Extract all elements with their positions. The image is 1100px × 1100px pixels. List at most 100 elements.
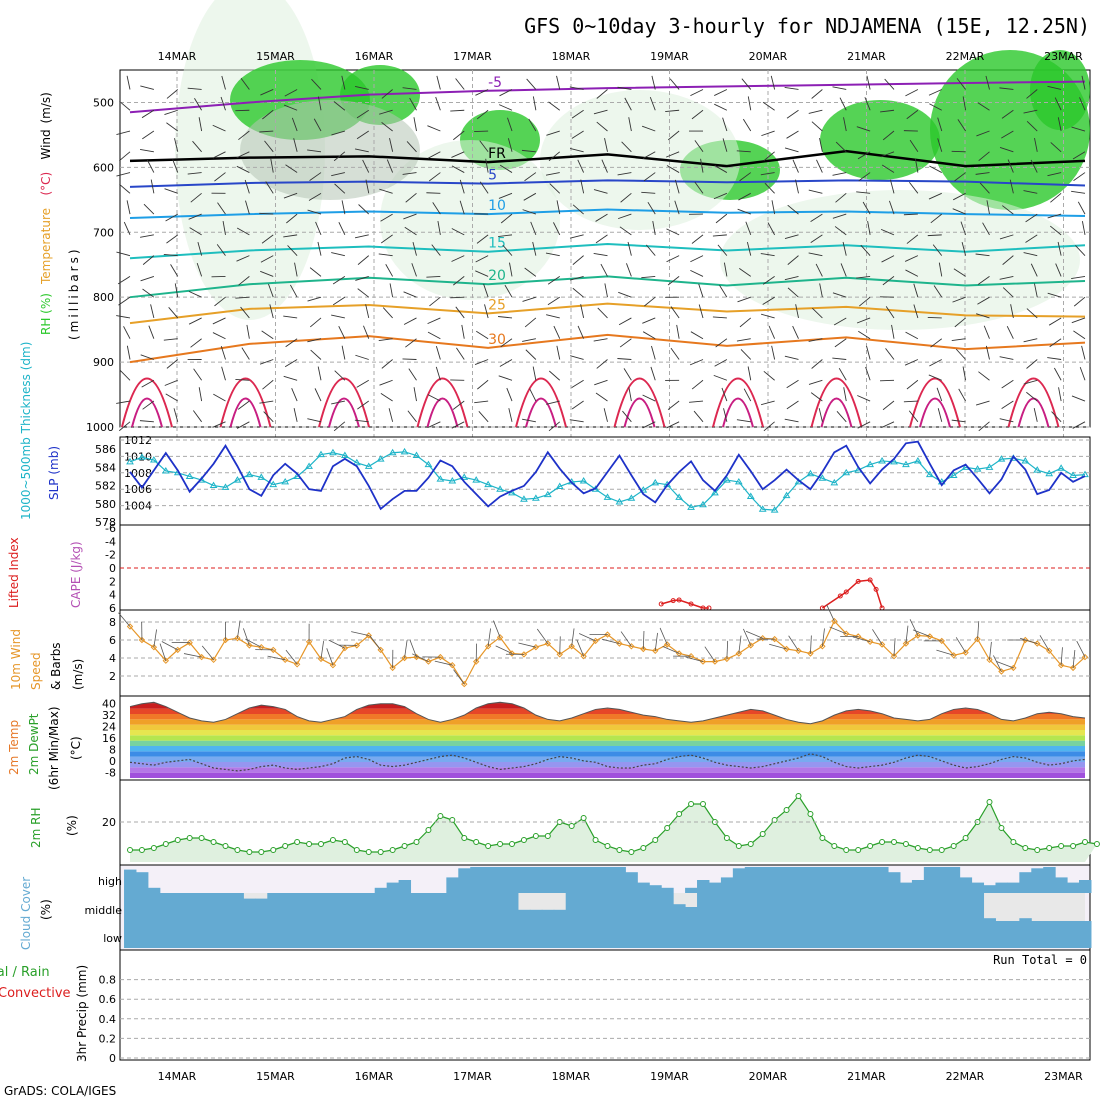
wind-barb [487,628,491,647]
wind-barb [165,393,178,402]
cloud-bar [911,893,925,921]
li-tick: -4 [105,535,116,548]
wind-barb [285,164,298,173]
x-tick-bottom: 16MAR [355,1070,394,1083]
rh-point [473,839,480,845]
wind-barb [260,270,274,277]
wind-barb [331,252,345,257]
wind-barb [666,228,680,236]
cloud-bar [744,893,758,921]
wind-barb [763,151,775,162]
isotherm-15 [129,242,1086,260]
wind-barb [141,109,155,119]
wind-barb [435,366,441,381]
rh-point [413,839,420,845]
wind-barb [839,97,847,111]
wind-point [938,637,945,645]
slp-line [129,440,1086,511]
cloud-bar [565,867,579,893]
wind-barb [123,326,131,339]
cloud-bar [195,893,209,921]
rh-point [592,837,599,843]
temp-tick: 24 [102,721,116,734]
wind-tick: 8 [109,616,116,629]
wind-barb [532,241,537,256]
wind-barb [722,138,728,152]
rh-point [998,825,1005,831]
wind-barb [451,228,465,236]
wind-barb [1054,97,1062,111]
cloud-bar [685,921,698,948]
wind-barb [500,338,513,348]
wind-barb [126,75,131,90]
isotherm-FR [129,149,1086,168]
cloud-bar [840,921,853,948]
cloud-bar [458,868,471,893]
wind-barb [856,126,871,132]
wind-barb [736,338,751,342]
wind-barb [999,147,1014,153]
wind-barb [880,151,895,158]
cloud-level-label: middle [84,904,122,917]
rh-point [747,841,754,847]
cloud-bar [1067,882,1080,893]
cloud-bar [207,921,221,948]
cloud-bar [291,921,304,948]
wind-barb [245,638,262,648]
wind-barb [975,400,990,406]
wind-barb [427,394,441,402]
wind-barb [723,262,728,277]
wind-barb [284,89,298,97]
wind-barb [698,283,704,298]
wind-point [640,645,647,653]
isotherm-label: -5 [488,75,502,91]
cloud-bar [613,867,626,893]
wind-barb [578,633,596,642]
li-point [688,601,694,607]
wind-point [126,623,134,630]
rh-point [891,839,897,845]
rh-point [855,847,862,853]
wind-barb [622,410,632,423]
wind-point [317,655,325,663]
wind-barb [666,255,680,263]
cloud-bar [219,893,232,921]
cloud-bar [601,893,614,921]
wind-barb [832,292,847,298]
wind-barb [787,255,799,265]
wind-barb [333,101,346,111]
cloud-bar [565,893,579,921]
wind-barb [426,275,441,278]
cloud-bar [780,893,794,921]
wind-barb [858,330,871,340]
wind-barb [786,400,799,410]
wind-barb [715,338,728,348]
cloud-bar [362,921,376,948]
rh-point [1034,847,1041,853]
wind-barb [413,117,417,132]
wind-barb [676,324,680,339]
wind-barb [479,140,489,153]
wind-barb [476,109,489,120]
thickness-point [878,456,886,464]
wind-barb [437,221,441,235]
wind-barb [164,379,178,386]
temp-label: 2m DewPt [27,713,41,775]
rh-point [902,841,909,847]
wind-barb [404,640,408,659]
hot-contour [426,397,459,428]
cloud-bar [983,921,996,948]
wind-barb [427,331,441,340]
wind-point [1010,664,1017,672]
wind-barb [938,262,943,277]
precip-tick: 0.4 [99,1013,117,1026]
isotherm--5 [129,80,1086,114]
wind-barb [341,200,346,215]
wind-barb-group [116,75,1086,432]
wind-barb [236,421,250,429]
thickness-point [842,468,851,476]
cloud-bar [911,921,925,948]
rh-point [306,841,313,847]
wind-barb [1047,357,1062,360]
